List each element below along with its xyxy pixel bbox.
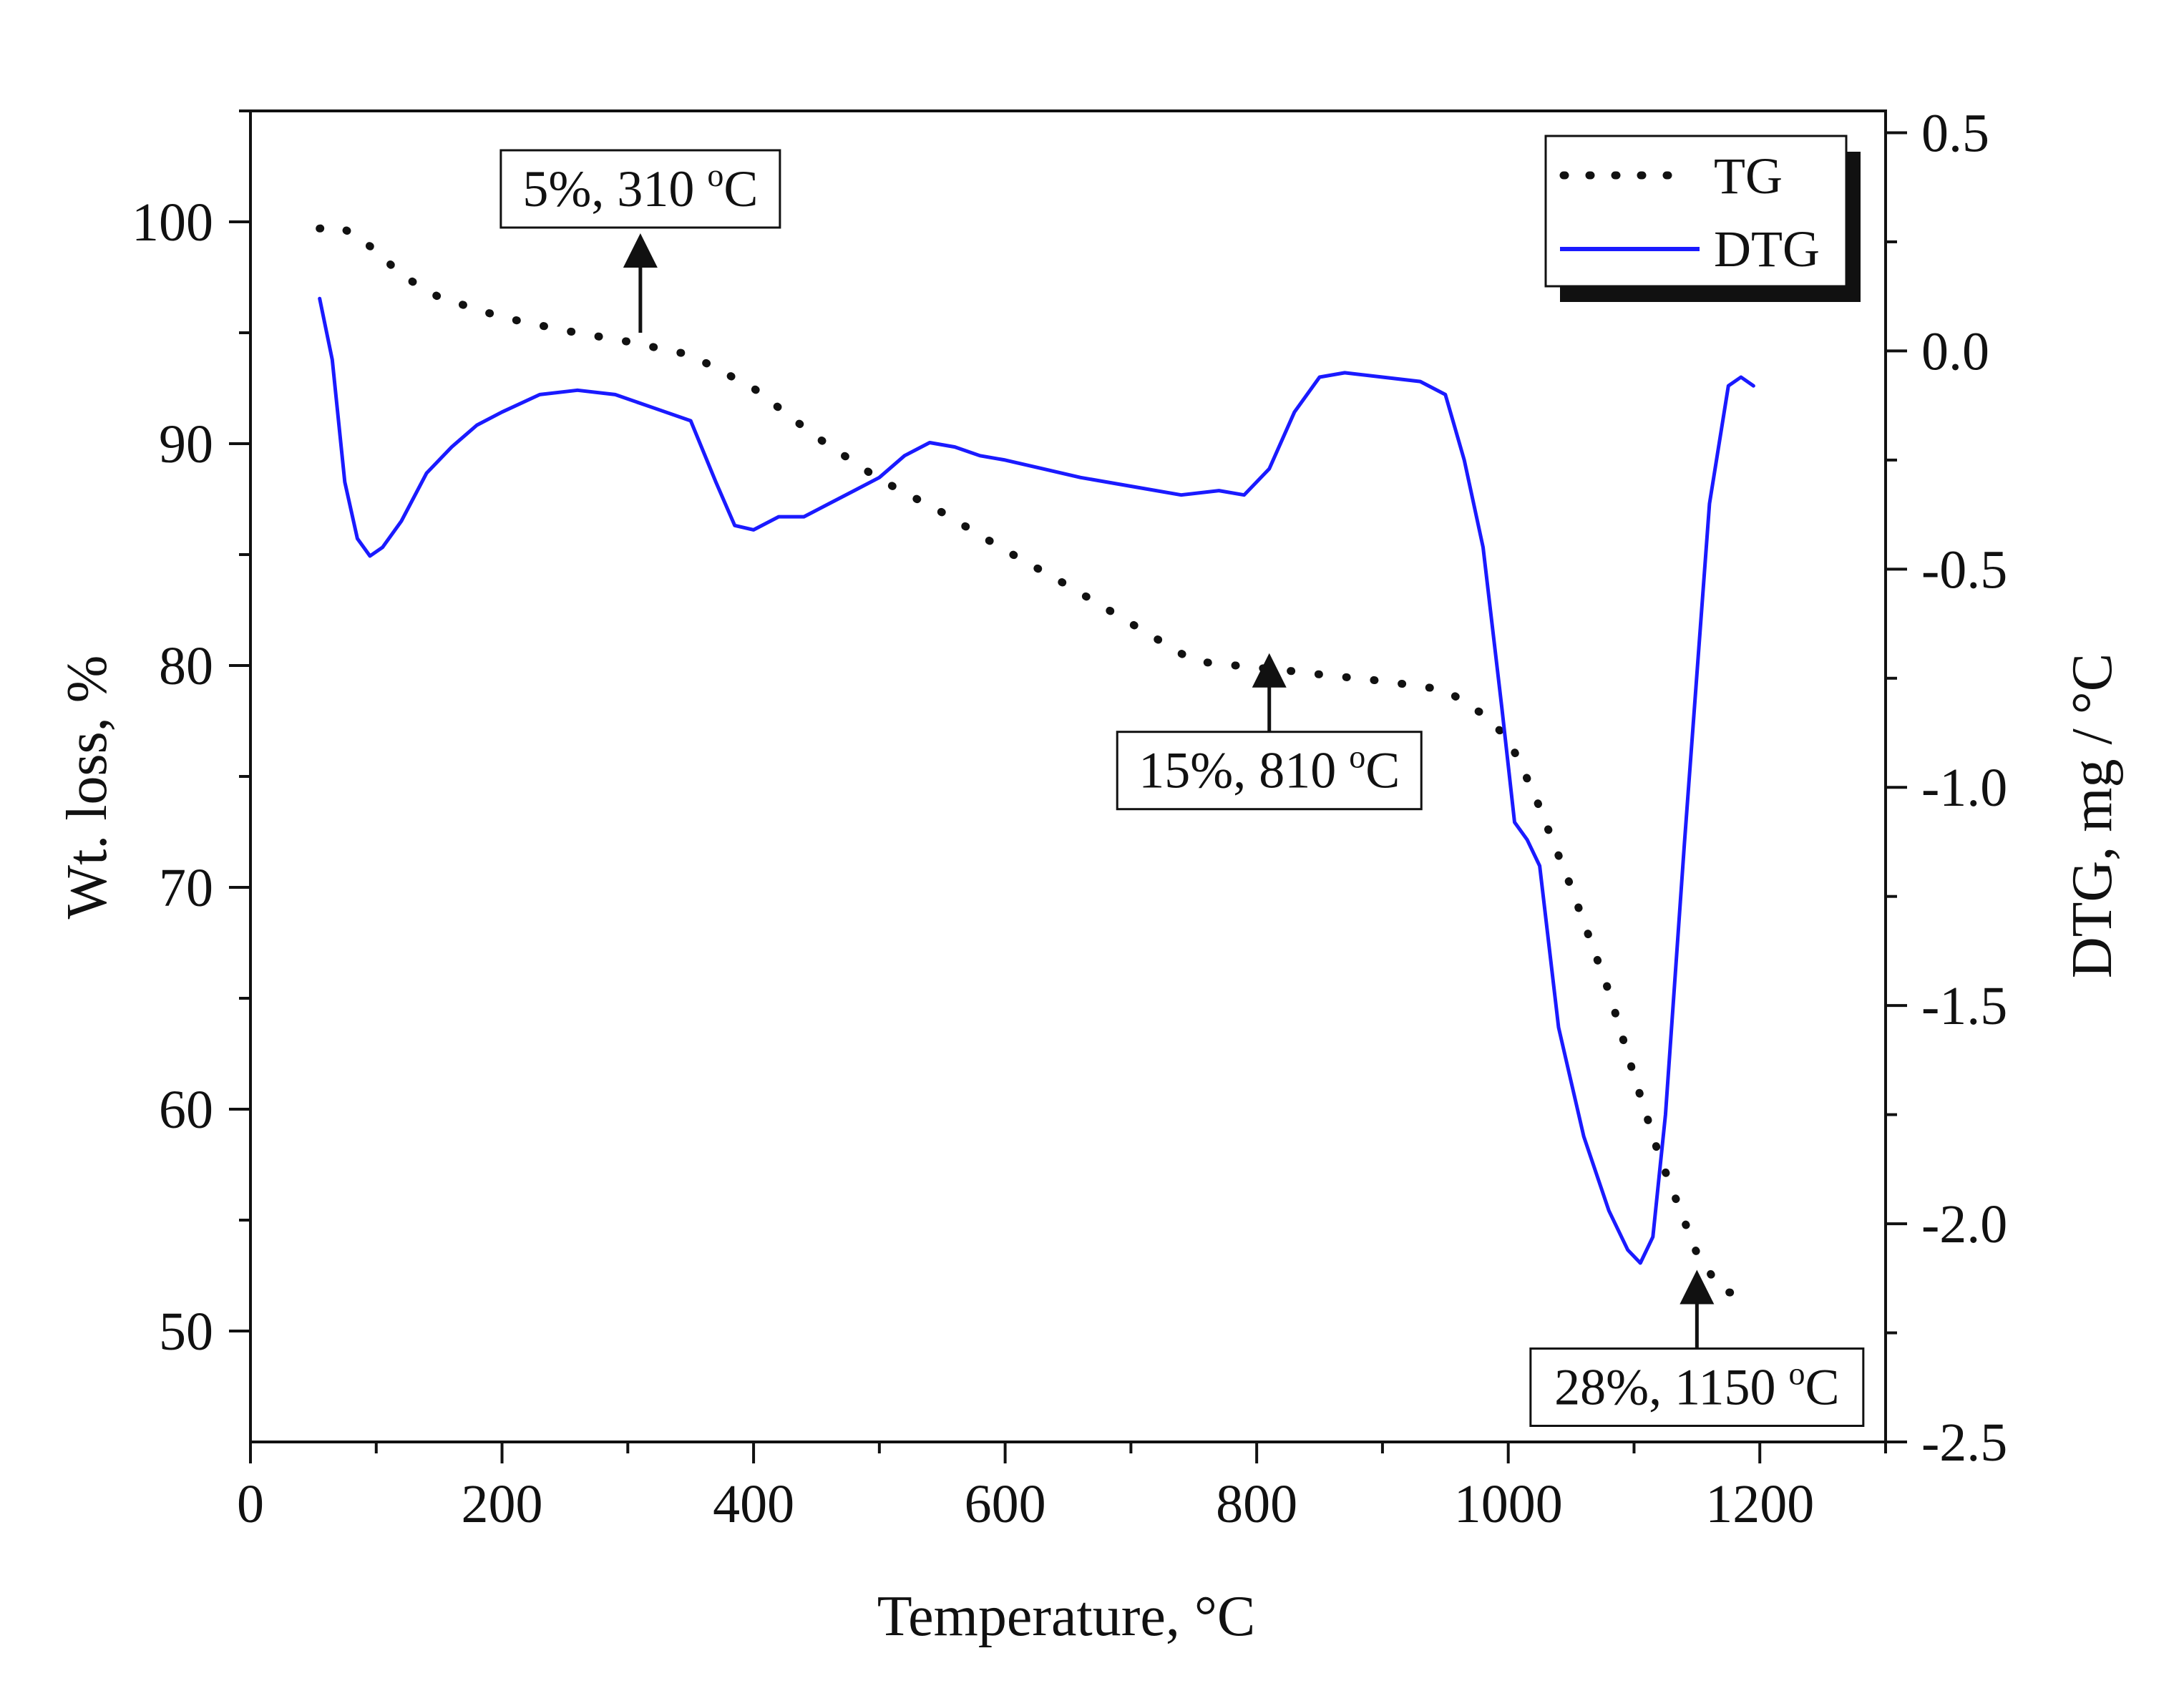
x-tick-label: 800 [1216, 1474, 1297, 1534]
annotation-label: 28%, 1150 oC [1554, 1355, 1839, 1416]
annotation-2: 15%, 810 oC [1116, 653, 1423, 811]
annotation-box [1529, 1347, 1865, 1427]
x-tick-label: 600 [965, 1474, 1046, 1534]
y-right-tick-label: -0.5 [1921, 540, 2007, 600]
series-dtg-line [318, 296, 1755, 1265]
annotation-1: 5%, 310 oC [499, 149, 781, 333]
x-tick-label: 1000 [1454, 1474, 1563, 1534]
y-left-tick-label: 50 [159, 1302, 213, 1362]
x-tick-label: 1200 [1705, 1474, 1814, 1534]
annotation-3: 28%, 1150 oC [1529, 1269, 1865, 1427]
x-tick-label: 0 [237, 1474, 264, 1534]
annotation-box [1116, 731, 1423, 811]
legend: TG DTG [1544, 135, 1861, 302]
y-left-tick-label: 80 [159, 636, 213, 696]
annotation-arrow-head [1252, 653, 1287, 688]
series-tg-line [316, 222, 1752, 1300]
y-right-tick-label: 0.0 [1921, 321, 1989, 381]
x-axis-title: Temperature, °C [877, 1585, 1255, 1648]
y-left-tick-label: 70 [159, 858, 213, 918]
legend-tg-label: TG [1714, 147, 1783, 205]
x-tick-label: 200 [462, 1474, 543, 1534]
annotation-arrow-head [1680, 1269, 1715, 1305]
y-right-tick-label: -1.0 [1921, 758, 2007, 818]
legend-box [1544, 135, 1848, 288]
y-right-tick-label: -2.0 [1921, 1194, 2007, 1254]
legend-dtg-label: DTG [1714, 220, 1820, 278]
annotation-label: 5%, 310 oC [522, 157, 758, 218]
annotation-arrow-head [623, 233, 658, 268]
y-left-tick-label: 60 [159, 1080, 213, 1140]
y-right-tick-label: -1.5 [1921, 976, 2007, 1036]
y-right-axis-title: DTG, mg / °C [2061, 653, 2124, 978]
x-tick-label: 400 [713, 1474, 794, 1534]
axes-layer: 0 200 400 600 800 1000 1200 50 60 70 80 90 100 -2.5 -2… [132, 103, 2007, 1534]
y-left-tick-label: 90 [159, 414, 213, 474]
y-right-tick-label: 0.5 [1921, 103, 1989, 163]
series-layer [316, 222, 1755, 1300]
y-left-axis-title: Wt. loss, % [56, 655, 119, 920]
y-left-tick-label: 100 [132, 192, 213, 253]
y-right-tick-label: -2.5 [1921, 1413, 2007, 1473]
annotation-label: 15%, 810 oC [1139, 739, 1400, 799]
annotation-box [499, 149, 781, 229]
annotation-layer: 5%, 310 oC 15%, 810 oC 28%, 1150 oC [499, 149, 1865, 1427]
